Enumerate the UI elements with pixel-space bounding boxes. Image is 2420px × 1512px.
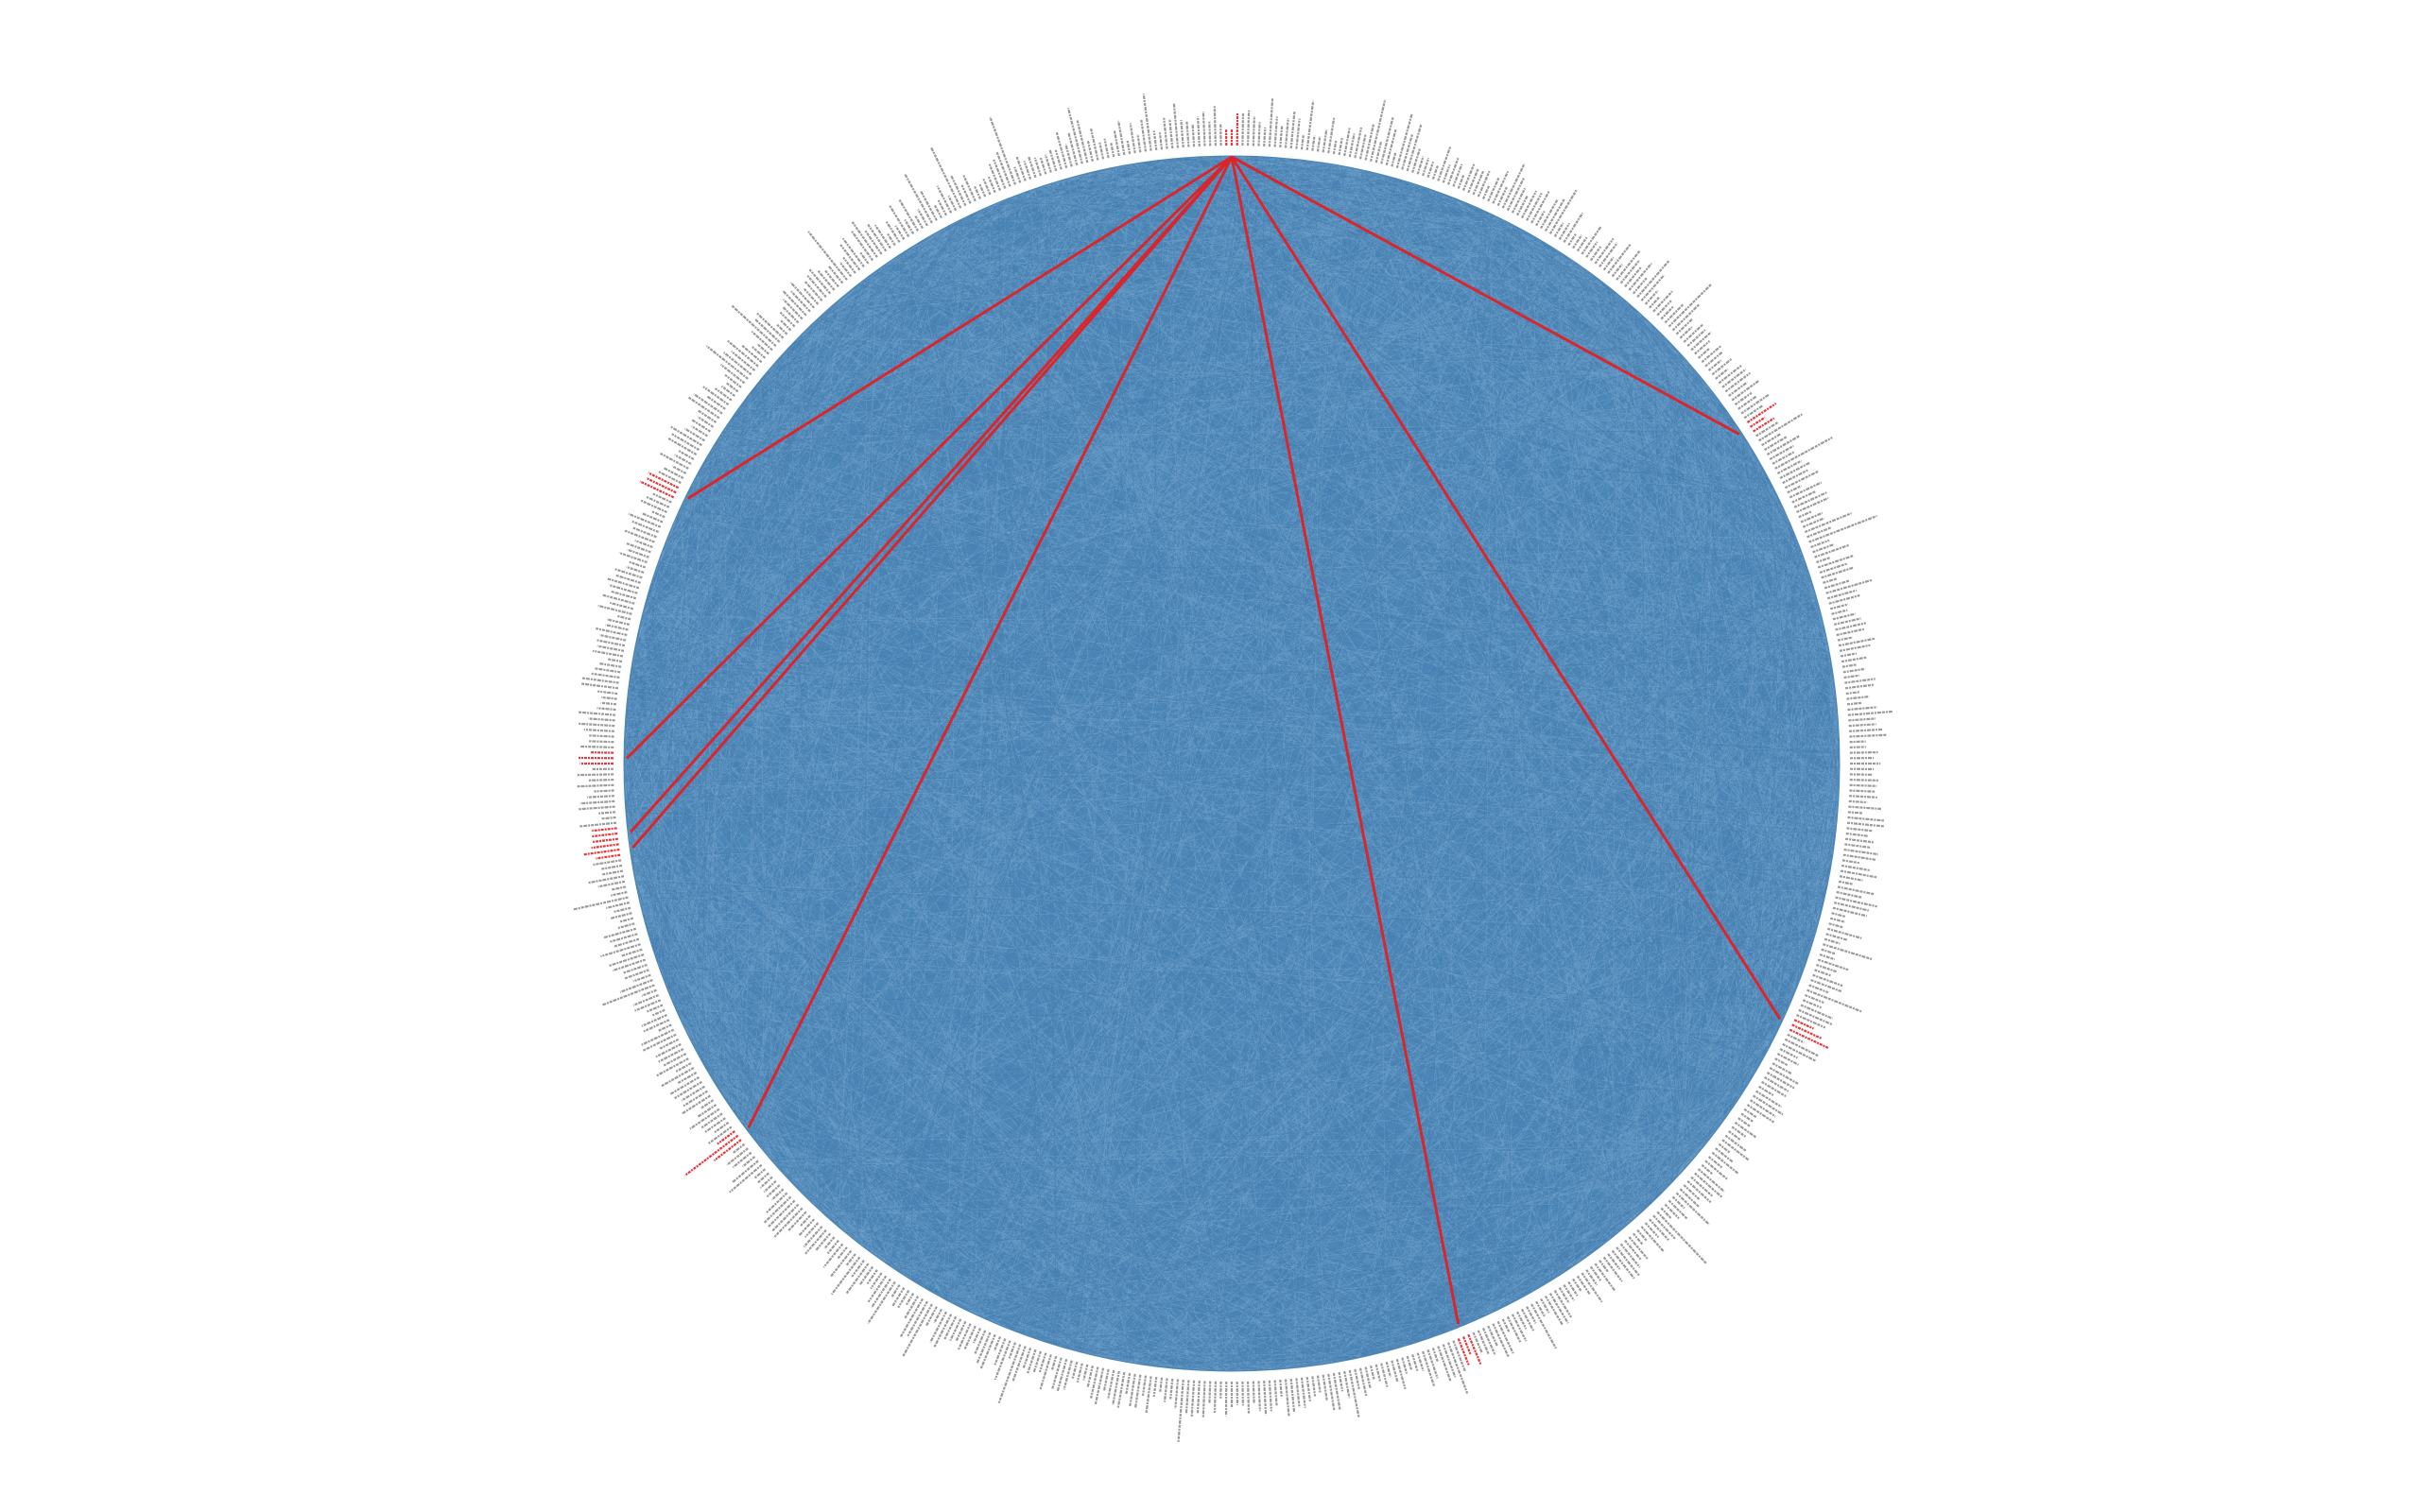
- highlight-edge-5: [629, 156, 1234, 833]
- highlight-edge-layer: [625, 155, 1782, 1325]
- node-ring: [614, 146, 1849, 1381]
- background-edge-layer: [623, 155, 1841, 1372]
- highlighted-node-labels: [578, 112, 1829, 1366]
- highlight-edge-2: [1230, 156, 1461, 1325]
- node-label-layer: [573, 94, 1893, 1443]
- highlight-edge-4: [631, 156, 1234, 850]
- node-labels: [573, 94, 1893, 1443]
- highlight-edge-3: [747, 156, 1234, 1128]
- highlight-edge-0: [1231, 155, 1740, 436]
- highlight-edge-7: [686, 155, 1233, 500]
- highlight-edge-6: [625, 155, 1234, 760]
- highlight-edge-1: [1230, 156, 1782, 1021]
